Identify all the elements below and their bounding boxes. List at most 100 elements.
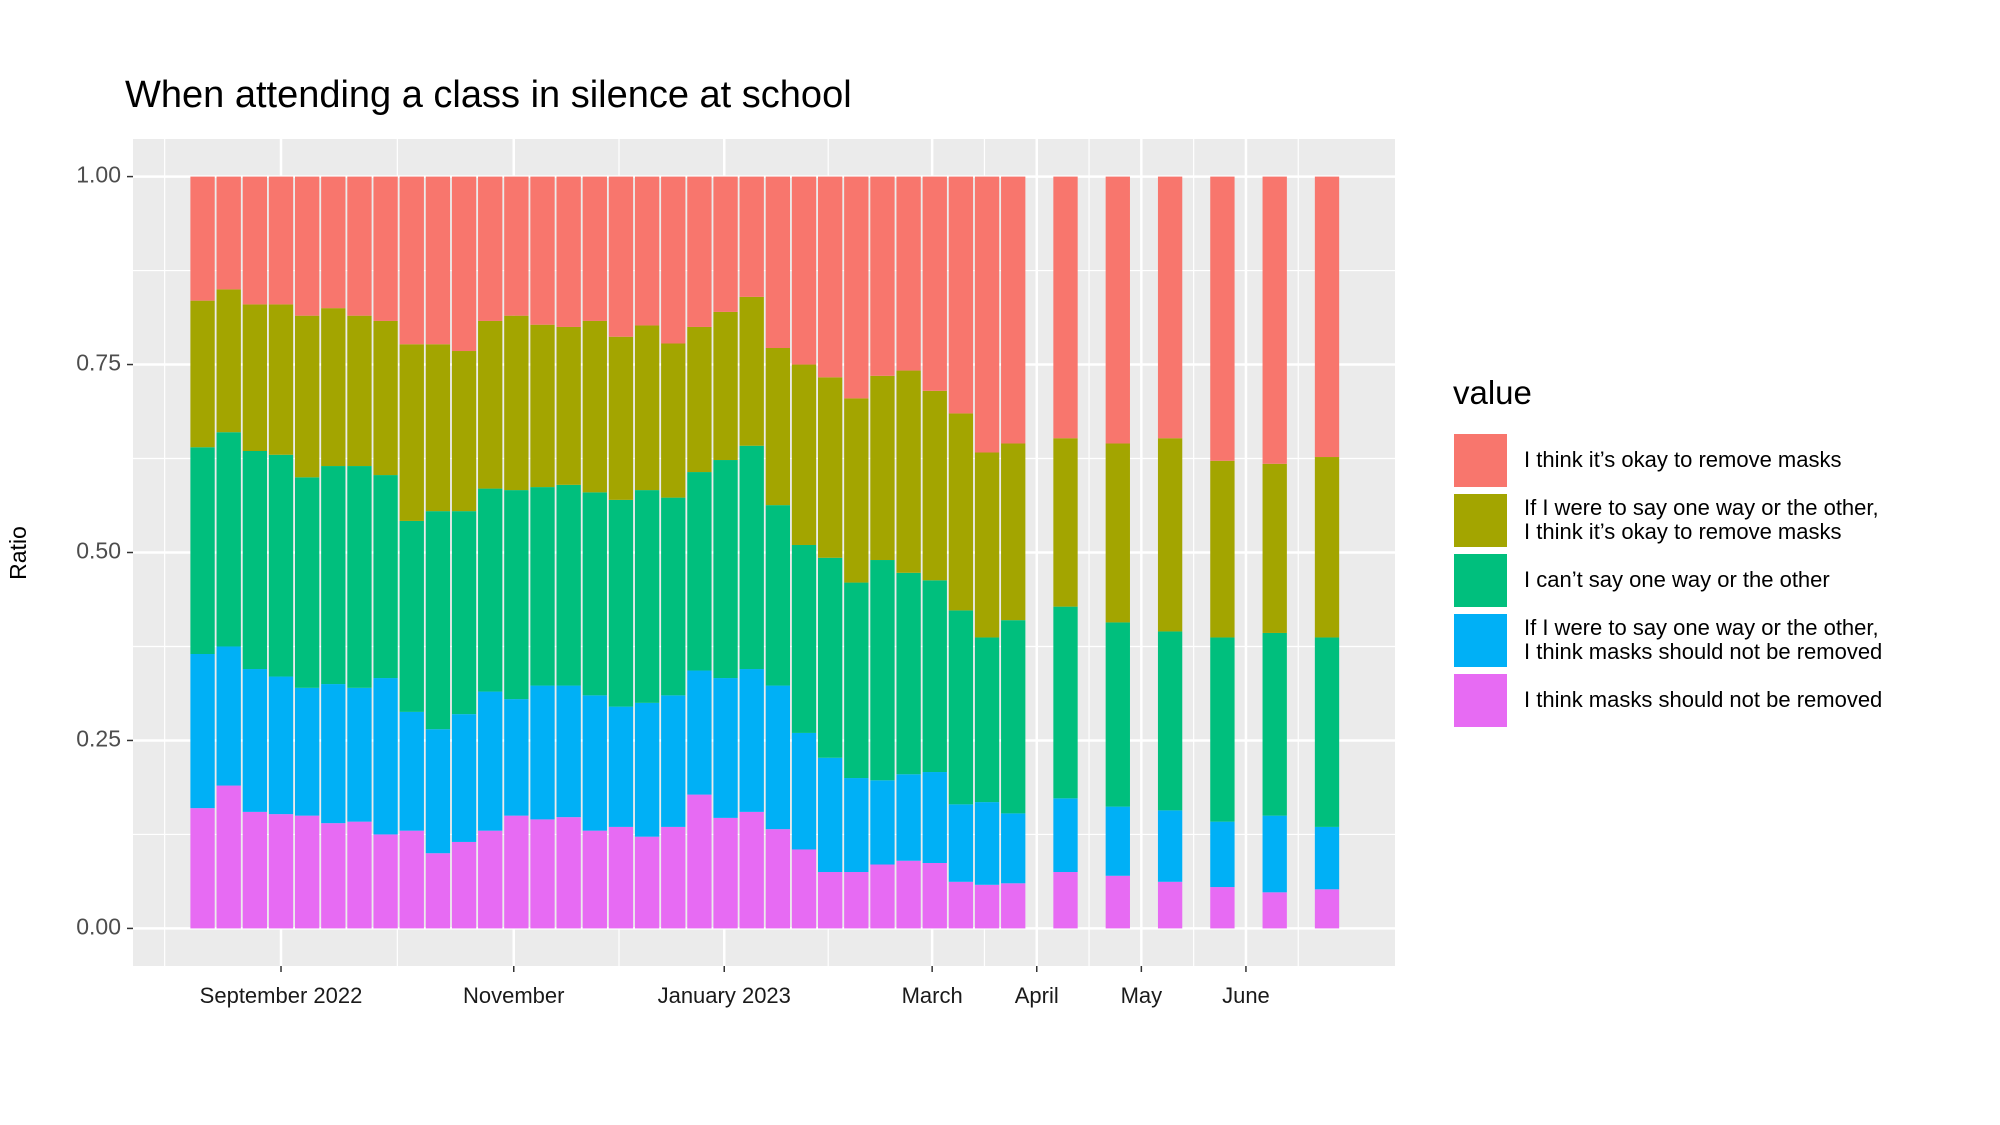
bar-segment bbox=[817, 377, 843, 558]
x-tick-label: September 2022 bbox=[200, 983, 363, 1008]
bar-segment bbox=[713, 460, 738, 679]
x-tick-label: November bbox=[463, 983, 564, 1008]
bar-segment bbox=[373, 834, 398, 929]
bar-segment bbox=[844, 176, 869, 399]
bar-segment bbox=[451, 511, 477, 715]
bar-segment bbox=[347, 687, 372, 822]
bar-segment bbox=[1314, 176, 1340, 458]
bar-segment bbox=[1210, 821, 1235, 888]
bar-segment bbox=[844, 778, 869, 873]
bar-segment bbox=[268, 176, 294, 305]
legend-label: If I were to say one way or the other, I… bbox=[1524, 495, 1879, 544]
bar-segment bbox=[451, 714, 477, 842]
bar-segment bbox=[608, 499, 634, 707]
bar-segment bbox=[713, 817, 738, 929]
bar-segment bbox=[1314, 457, 1340, 638]
bar-segment bbox=[373, 678, 398, 835]
bar-segment bbox=[242, 451, 268, 670]
bar-segment bbox=[504, 490, 529, 700]
bar-segment bbox=[530, 819, 555, 929]
bar-segment bbox=[608, 336, 634, 500]
bar-segment bbox=[190, 653, 215, 809]
bar-segment bbox=[1157, 631, 1183, 811]
bar-segment bbox=[765, 176, 791, 349]
bar-segment bbox=[242, 176, 268, 305]
bar-segment bbox=[451, 176, 477, 352]
bar-segment bbox=[347, 315, 372, 467]
bar-segment bbox=[634, 702, 660, 837]
bar-segment bbox=[451, 351, 477, 512]
bar-segment bbox=[1157, 438, 1183, 632]
bar-segment bbox=[242, 669, 268, 812]
y-axis-label: Ratio bbox=[5, 526, 31, 580]
bar-segment bbox=[373, 176, 398, 321]
bar-segment bbox=[948, 881, 974, 929]
bar-segment bbox=[922, 863, 947, 929]
bar-segment bbox=[1053, 176, 1078, 439]
legend-label: I think masks should not be removed bbox=[1524, 687, 1883, 712]
bar-segment bbox=[582, 176, 607, 321]
bar-segment bbox=[556, 817, 581, 929]
bar-segment bbox=[765, 829, 791, 929]
bar-segment bbox=[896, 860, 921, 929]
bar-segment bbox=[347, 821, 372, 929]
bar-segment bbox=[922, 580, 947, 773]
bar-segment bbox=[425, 853, 451, 929]
bar-segment bbox=[425, 729, 451, 854]
bar-segment bbox=[1210, 887, 1235, 929]
bar-segment bbox=[791, 544, 817, 733]
bar-segment bbox=[1105, 622, 1130, 807]
bar-segment bbox=[242, 304, 268, 452]
bar-segment bbox=[870, 780, 895, 865]
bar-segment bbox=[687, 176, 712, 327]
bar-segment bbox=[1053, 798, 1078, 873]
bar-segment bbox=[922, 772, 947, 864]
bar-segment bbox=[687, 794, 712, 929]
bar-segment bbox=[948, 413, 974, 611]
bar-segment bbox=[1210, 637, 1235, 822]
bar-segment bbox=[268, 304, 294, 455]
bar-segment bbox=[321, 308, 346, 467]
x-tick-label: April bbox=[1015, 983, 1059, 1008]
bar-segment bbox=[582, 830, 607, 929]
bar-segment bbox=[634, 490, 660, 703]
bar-segment bbox=[713, 678, 738, 818]
bar-segment bbox=[1157, 881, 1183, 929]
bar-segment bbox=[504, 315, 529, 491]
bar-segment bbox=[1105, 443, 1130, 623]
bar-segment bbox=[1053, 438, 1078, 607]
bar-segment bbox=[582, 695, 607, 831]
bar-segment bbox=[1262, 892, 1287, 929]
bar-segment bbox=[896, 572, 921, 775]
legend-key bbox=[1453, 552, 1508, 608]
bar-segment bbox=[399, 520, 424, 712]
bar-segment bbox=[1314, 637, 1340, 827]
bar-segment bbox=[896, 370, 921, 573]
bar-segment bbox=[530, 176, 555, 325]
bar-segment bbox=[948, 176, 974, 414]
bar-segment bbox=[530, 324, 555, 488]
bar-segment bbox=[582, 492, 607, 696]
bar-segment bbox=[739, 445, 764, 670]
bar-segment bbox=[268, 676, 294, 815]
x-tick-label: May bbox=[1121, 983, 1163, 1008]
chart-title: When attending a class in silence at sch… bbox=[125, 74, 852, 116]
bar-segment bbox=[268, 814, 294, 929]
bar-segment bbox=[896, 176, 921, 371]
y-tick-label: 1.00 bbox=[76, 162, 121, 188]
bar-segment bbox=[1157, 810, 1183, 882]
bar-segment bbox=[739, 296, 764, 446]
bar-segment bbox=[530, 685, 555, 820]
legend-key bbox=[1453, 672, 1508, 728]
bar-segment bbox=[1053, 606, 1078, 799]
bar-segment bbox=[713, 176, 738, 312]
bar-segment bbox=[478, 691, 503, 831]
bar-segment bbox=[504, 815, 529, 929]
bar-segment bbox=[556, 326, 581, 485]
bar-segment bbox=[634, 176, 660, 326]
legend-label: If I were to say one way or the other, I… bbox=[1524, 615, 1883, 664]
legend-item: I can’t say one way or the other bbox=[1453, 550, 1882, 610]
x-tick-label: June bbox=[1222, 983, 1270, 1008]
bar-segment bbox=[399, 830, 424, 929]
bar-segment bbox=[1210, 460, 1235, 638]
